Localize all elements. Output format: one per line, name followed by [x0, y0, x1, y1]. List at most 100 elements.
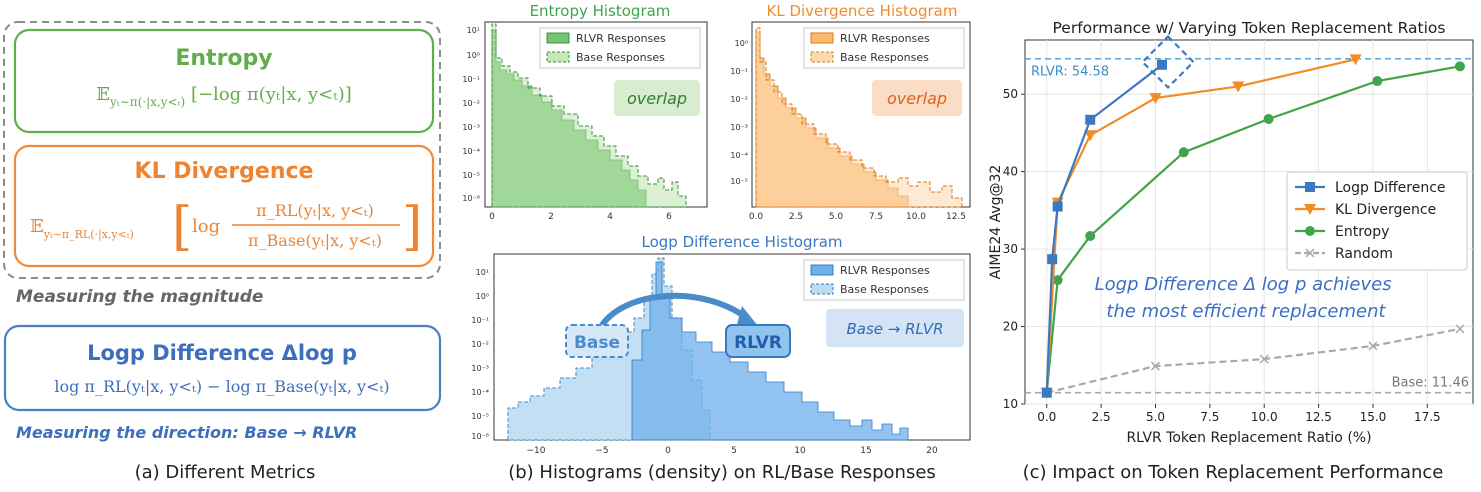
x-marker-stroke — [1455, 324, 1465, 334]
rlvr-label-box — [725, 324, 791, 358]
entropy-overlap-text: overlap — [627, 89, 687, 108]
series-point — [1178, 147, 1189, 158]
svg-text:10⁻⁶: 10⁻⁶ — [462, 194, 480, 203]
series-point — [1157, 59, 1168, 70]
base-to-rlvr-arrow — [599, 292, 749, 327]
svg-text:10¹: 10¹ — [476, 268, 489, 277]
series-point — [1150, 361, 1161, 371]
svg-text:2.5: 2.5 — [789, 212, 803, 222]
logp-hist-title: Logp Difference Histogram — [642, 233, 843, 251]
base-label: Base — [574, 333, 620, 353]
y-tick-label: 50 — [1003, 87, 1018, 101]
legend-label: Random — [1335, 246, 1393, 262]
series-point — [1052, 201, 1063, 212]
svg-text:20: 20 — [926, 446, 938, 456]
magnitude-note: Measuring the magnitude — [16, 287, 263, 307]
x-tick-label: 12.5 — [1305, 410, 1332, 424]
kl-hist-legend: RLVR Responses Base Responses — [803, 27, 965, 69]
kl-hist-title: KL Divergence Histogram — [766, 2, 957, 20]
series-point — [1455, 324, 1465, 334]
series-line — [1045, 63, 1163, 393]
svg-text:10⁻³: 10⁻³ — [462, 123, 480, 132]
svg-text:10⁻²: 10⁻² — [471, 340, 489, 349]
series-point — [1305, 226, 1315, 236]
series-point — [1149, 93, 1162, 105]
series-point — [1372, 76, 1383, 87]
svg-text:−5: −5 — [595, 446, 608, 456]
x-marker-stroke — [1368, 341, 1378, 351]
series-point — [1263, 113, 1274, 124]
svg-text:10⁻⁴: 10⁻⁴ — [471, 388, 489, 397]
panel-b-caption: (b) Histograms (density) on RL/Base Resp… — [508, 462, 936, 483]
panel-a: Entropy 𝔼yₜ∼π(·|x,y<ₜ) [−log π(yₜ|x, y<ₜ… — [3, 21, 442, 483]
kl-hist-xticks: 0.0 2.5 5.0 7.5 10.0 12.5 — [749, 212, 966, 222]
logp-title: Logp Difference Δlog p — [87, 341, 357, 365]
kl-hist-yticks: 10⁰ 10⁻¹ 10⁻² 10⁻³ 10⁻⁴ 10⁻⁵ — [730, 39, 748, 186]
y-tick-label: 40 — [1003, 165, 1018, 179]
entropy-formula: 𝔼yₜ∼π(·|x,y<ₜ) [−log π(yₜ|x, y<ₜ)] — [96, 84, 352, 109]
kl-title: KL Divergence — [135, 159, 314, 184]
series-point — [1349, 54, 1362, 66]
kl-overlap-text: overlap — [887, 89, 947, 108]
svg-text:0.0: 0.0 — [749, 212, 764, 222]
x-tick-label: 15.0 — [1360, 410, 1387, 424]
svg-text:10⁰: 10⁰ — [476, 292, 489, 301]
series-point — [1084, 130, 1097, 142]
x-marker-stroke — [1259, 354, 1269, 364]
highlight-diamond — [1140, 34, 1196, 90]
svg-text:4: 4 — [607, 212, 613, 222]
svg-text:5.0: 5.0 — [829, 212, 844, 222]
chart-series — [1040, 54, 1465, 399]
svg-text:0: 0 — [665, 446, 671, 456]
entropy-hist-title: Entropy Histogram — [530, 2, 671, 20]
legend-label: Logp Difference — [1335, 180, 1446, 196]
rlvr-label: RLVR — [734, 333, 782, 353]
entropy-hist-legend: RLVR Responses Base Responses — [539, 27, 701, 69]
entropy-box — [13, 28, 435, 134]
series-point — [1368, 341, 1378, 351]
svg-text:12.5: 12.5 — [946, 212, 966, 222]
performance-chart: Performance w/ Varying Token Replacement… — [988, 19, 1474, 483]
x-tick-label: 2.5 — [1092, 410, 1111, 424]
legend-label: Entropy — [1335, 224, 1389, 240]
series-point — [1305, 248, 1315, 258]
x-tick-label: 7.5 — [1200, 410, 1219, 424]
logp-rlvr-hist — [631, 261, 909, 441]
svg-text:10⁻⁵: 10⁻⁵ — [471, 412, 489, 421]
svg-text:Base Responses: Base Responses — [576, 51, 665, 64]
reference-lines: RLVR: 54.58 Base: 11.46 — [1025, 57, 1473, 394]
x-axis-label: RLVR Token Replacement Ratio (%) — [1126, 430, 1371, 446]
y-axis-label: AIME24 Avg@32 — [988, 165, 1004, 280]
direction-note: Measuring the direction: Base → RLVR — [16, 423, 357, 442]
direction-tag-text: Base → RLVR — [846, 320, 943, 338]
svg-text:10⁻³: 10⁻³ — [471, 364, 489, 373]
series-point — [1047, 254, 1058, 265]
svg-text:log: log — [192, 216, 220, 237]
svg-text:]: ] — [402, 197, 422, 257]
svg-text:10⁻⁶: 10⁻⁶ — [471, 432, 489, 441]
svg-text:10⁻³: 10⁻³ — [730, 123, 748, 132]
svg-text:10⁻⁵: 10⁻⁵ — [462, 171, 480, 180]
chart-ticks: 0.0 2.5 5.0 7.5 10.0 12.5 15.0 17.5 10 20 30 40 50 — [1003, 87, 1441, 424]
reference-line-label: RLVR: 54.58 — [1031, 65, 1109, 80]
logp-box — [3, 324, 442, 412]
series-point — [1259, 354, 1269, 364]
svg-text:10⁻⁴: 10⁻⁴ — [730, 151, 748, 160]
svg-text:0: 0 — [489, 212, 495, 222]
svg-text:10⁻¹: 10⁻¹ — [471, 316, 489, 325]
svg-text:Base Responses: Base Responses — [840, 283, 929, 296]
x-marker-stroke — [1150, 361, 1161, 371]
x-marker-stroke — [1305, 248, 1315, 258]
svg-text:10: 10 — [794, 446, 806, 456]
entropy-hist-yticks: 10¹ 10⁰ 10⁻¹ 10⁻² 10⁻³ 10⁻⁴ 10⁻⁵ 10⁻⁶ — [462, 26, 480, 203]
x-tick-label: 10.0 — [1251, 410, 1278, 424]
svg-text:[: [ — [172, 197, 192, 257]
chart-annotation: Logp Difference Δ log p achieves the mos… — [1095, 274, 1398, 322]
svg-text:RLVR Responses: RLVR Responses — [840, 32, 930, 45]
svg-text:10⁻²: 10⁻² — [462, 99, 480, 108]
series-point — [1454, 61, 1465, 72]
legend-label: KL Divergence — [1335, 202, 1436, 218]
svg-text:10⁻¹: 10⁻¹ — [462, 75, 480, 84]
svg-text:RLVR Responses: RLVR Responses — [840, 264, 930, 277]
